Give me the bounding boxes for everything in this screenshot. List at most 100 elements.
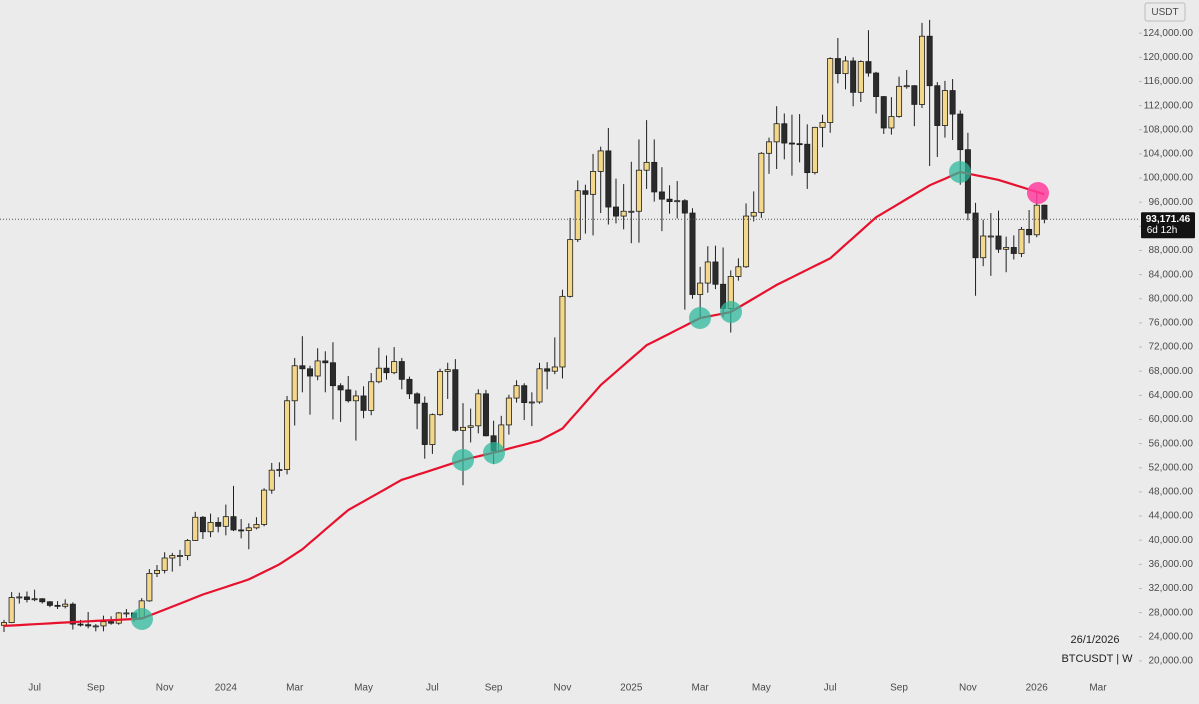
highlight-circle <box>720 301 742 323</box>
candle-body <box>919 35 926 105</box>
candle-body <box>406 378 413 395</box>
y-tick-label: 56,000.00 <box>1149 438 1194 449</box>
candle-body <box>880 96 887 129</box>
candle-body <box>115 612 122 624</box>
candle-body <box>421 402 428 445</box>
candle-body <box>926 35 933 87</box>
candle-body <box>261 489 268 525</box>
y-tick-label: 100,000.00 <box>1143 173 1193 184</box>
y-tick-label: 124,000.00 <box>1143 28 1193 39</box>
y-tick-label: 20,000.00 <box>1149 656 1194 667</box>
candle-body <box>582 190 589 195</box>
current-price-label: 93,171.46 <box>1146 214 1191 225</box>
y-tick-label: 88,000.00 <box>1149 245 1194 256</box>
candle-body <box>475 393 482 427</box>
candle-body <box>536 368 543 403</box>
y-tick-label: 108,000.00 <box>1143 124 1193 135</box>
candle-body <box>184 540 191 556</box>
x-tick-label: Mar <box>286 683 304 694</box>
countdown-label: 6d 12h <box>1147 225 1178 236</box>
candle-body <box>299 365 306 370</box>
x-tick-label: 2024 <box>215 683 238 694</box>
candle-body <box>712 261 719 285</box>
y-tick-label: 48,000.00 <box>1149 487 1194 498</box>
x-tick-label: May <box>354 683 373 694</box>
x-tick-label: Jul <box>28 683 41 694</box>
candle-body <box>161 557 168 571</box>
candle-body <box>620 210 627 217</box>
candle-body <box>888 116 895 129</box>
candle-body <box>92 625 99 628</box>
candle-body <box>153 569 160 574</box>
candle-body <box>1041 204 1048 220</box>
candle-body <box>735 266 742 277</box>
candle-body <box>482 393 489 437</box>
y-tick-label: 32,000.00 <box>1149 583 1194 594</box>
candle-body <box>834 58 841 75</box>
candle-body <box>781 123 788 144</box>
candle-body <box>766 141 773 154</box>
candle-body <box>995 235 1002 250</box>
candle-body <box>697 282 704 295</box>
candle-body <box>192 516 199 541</box>
candle-body <box>750 212 757 217</box>
candle-body <box>391 361 398 374</box>
highlight-circle <box>131 608 153 630</box>
candle-body <box>873 72 880 97</box>
candle-body <box>459 426 466 431</box>
candle-body <box>368 381 375 411</box>
candle-body <box>429 414 436 445</box>
candle-body <box>383 367 390 374</box>
candle-body <box>528 401 535 404</box>
y-tick-label: 40,000.00 <box>1149 535 1194 546</box>
candle-body <box>452 369 459 431</box>
candle-body <box>169 555 176 559</box>
x-tick-label: Nov <box>554 683 572 694</box>
highlight-circle <box>483 442 505 464</box>
price-badge <box>1141 212 1195 239</box>
candle-body <box>551 366 558 372</box>
candle-body <box>322 360 329 364</box>
x-tick-label: Nov <box>959 683 977 694</box>
candle-body <box>934 85 941 126</box>
candle-body <box>46 601 53 606</box>
candle-body <box>559 295 566 368</box>
candle-body <box>306 368 313 377</box>
candle-body <box>123 612 130 615</box>
candle-body <box>230 516 237 531</box>
symbol-label: BTCUSDT | W <box>1061 653 1133 665</box>
y-tick-label: 52,000.00 <box>1149 462 1194 473</box>
y-tick-label: 24,000.00 <box>1149 631 1194 642</box>
candle-body <box>804 143 811 174</box>
x-tick-label: Mar <box>692 683 710 694</box>
candle-body <box>635 169 642 212</box>
candle-body <box>505 397 512 426</box>
candle-body <box>658 191 665 200</box>
candle-body <box>643 161 650 171</box>
candle-body <box>911 85 918 105</box>
candle-body <box>704 261 711 284</box>
currency-box <box>1144 2 1186 22</box>
plot-layer: 20,000.00 24,000.00 28,000.00 32,000.00 36,0… <box>0 19 1194 694</box>
candle-body <box>651 161 658 193</box>
candle-body <box>1026 228 1033 236</box>
candle-body <box>444 369 451 372</box>
candle-body <box>666 198 673 202</box>
x-tick-label: Mar <box>1089 683 1107 694</box>
candle-body <box>964 149 971 214</box>
y-tick-label: 68,000.00 <box>1149 366 1194 377</box>
candle-body <box>85 624 92 627</box>
candle-body <box>513 385 520 399</box>
candle-body <box>62 603 69 607</box>
highlight-circle <box>1027 182 1049 204</box>
candle-body <box>100 621 107 627</box>
candle-body <box>590 171 597 195</box>
candle-body <box>521 385 528 403</box>
y-tick-label: 112,000.00 <box>1144 100 1194 111</box>
candle-body <box>215 521 222 527</box>
candle-body <box>1010 247 1017 254</box>
candle-body <box>39 598 46 603</box>
x-tick-label: May <box>752 683 771 694</box>
highlight-circle <box>949 161 971 183</box>
